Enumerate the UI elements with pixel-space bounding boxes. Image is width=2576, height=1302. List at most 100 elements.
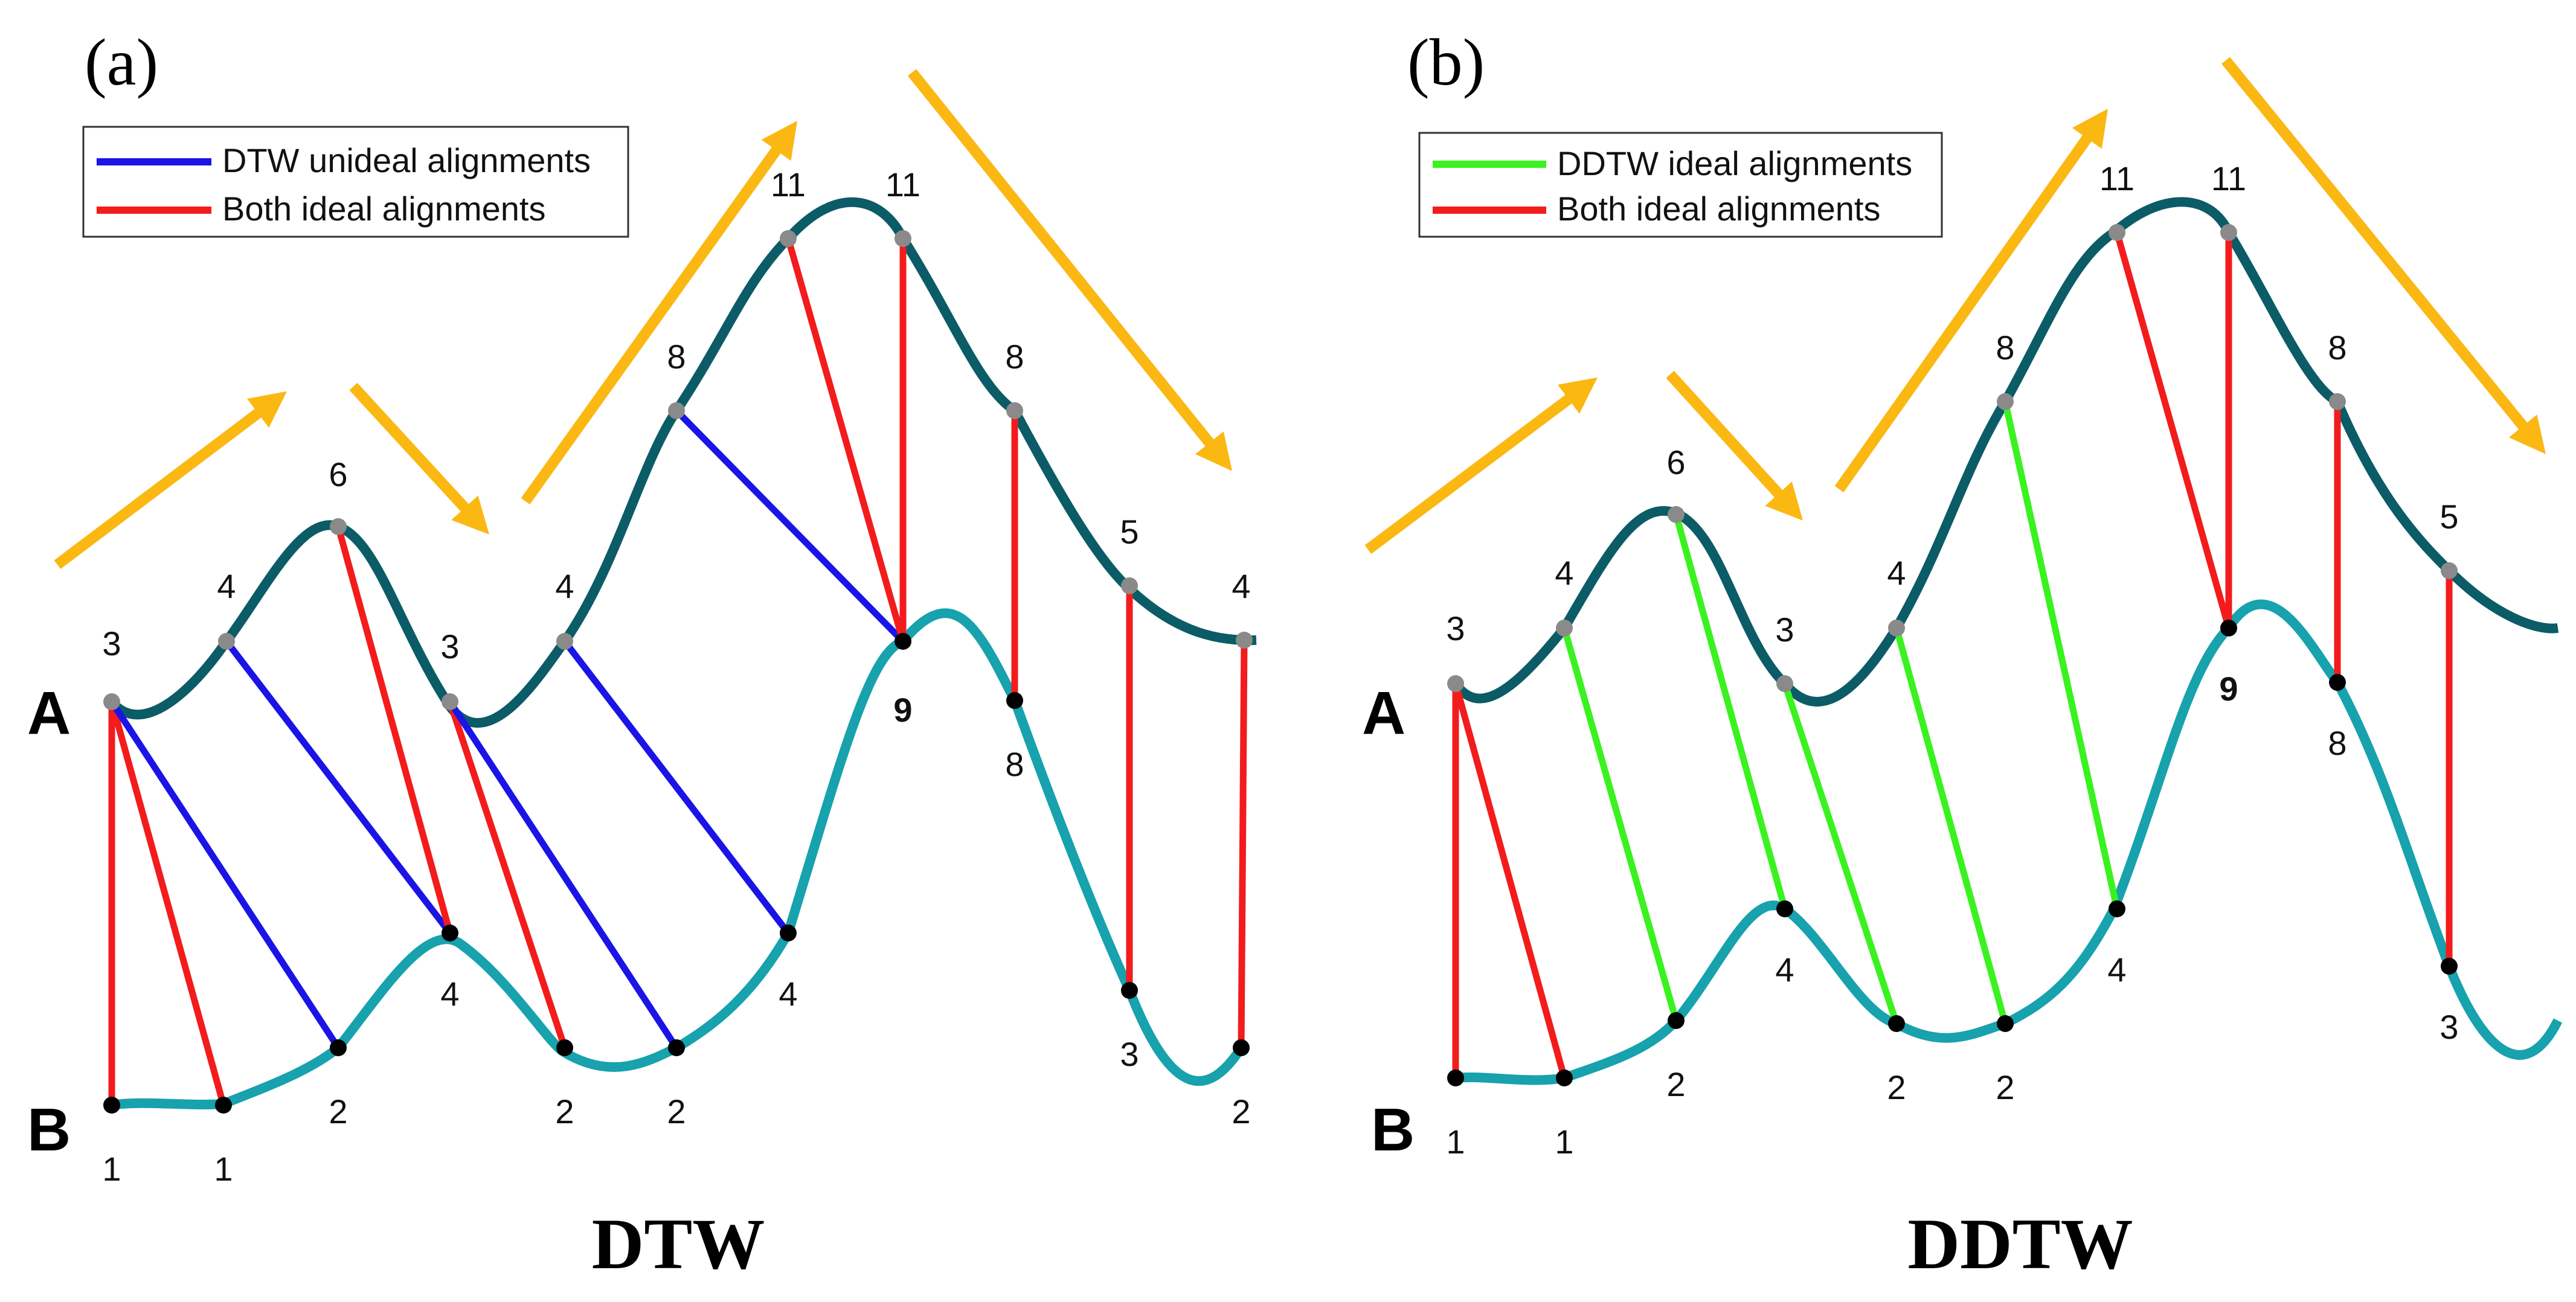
alignment-line-green [1672, 513, 1788, 910]
series-a-point [1997, 393, 2014, 410]
series-b-value-labels: 1 1 2 4 2 2 4 9 8 3 2 [102, 691, 1250, 1188]
series-a-point [103, 693, 120, 710]
alignment-line-red [446, 701, 568, 1049]
series-a-value: 3 [1446, 609, 1465, 647]
series-b-value: 1 [102, 1150, 121, 1188]
series-a-point [442, 693, 458, 710]
series-b-value: 2 [1996, 1068, 2014, 1106]
trend-arrows-b [1364, 57, 2546, 554]
series-b-value-labels: 1 1 2 4 2 2 4 9 8 3 [1446, 670, 2458, 1161]
series-a-value: 3 [1775, 611, 1794, 649]
series-a-point [1668, 506, 1685, 523]
series-b-value: 3 [1120, 1035, 1139, 1073]
series-b-point [1447, 1070, 1464, 1086]
series-b-point [2220, 620, 2237, 637]
series-b-name: B [1371, 1096, 1415, 1164]
series-b-value: 2 [329, 1092, 347, 1130]
legend-a-item-blue: DTW unideal alignments [222, 141, 591, 179]
series-b-value: 4 [440, 975, 459, 1013]
series-b-points [103, 633, 1250, 1114]
series-a-point [668, 402, 685, 419]
arrowhead [1558, 377, 1598, 414]
series-a-value: 11 [771, 165, 806, 204]
series-b-value: 4 [779, 975, 797, 1013]
series-b-value: 1 [1555, 1123, 1573, 1161]
series-a-value: 11 [2099, 159, 2134, 197]
series-b-points [1447, 620, 2458, 1086]
trend-arrow-up [54, 394, 281, 569]
series-a-point [2441, 562, 2458, 579]
alignment-line-blue [223, 639, 453, 935]
alignment-lines-b [1452, 231, 2453, 1079]
series-a-value: 4 [1232, 567, 1250, 605]
series-a-value: 4 [555, 567, 574, 605]
trend-arrow-down [907, 69, 1229, 466]
series-a-value: 4 [1887, 554, 1906, 592]
series-a-point [1556, 620, 1573, 637]
series-b-value: 1 [1446, 1123, 1465, 1161]
series-b-point [2329, 674, 2346, 691]
alignment-line-blue [562, 639, 791, 935]
alignment-line-green [1561, 627, 1680, 1022]
series-b-curve [111, 608, 1245, 1110]
series-a-value: 3 [102, 624, 121, 662]
legend-b: DDTW ideal alignments Both ideal alignme… [1418, 132, 1943, 238]
series-b-point [442, 925, 458, 941]
panel-b-title: DDTW [1907, 1204, 2133, 1284]
series-b-point [2441, 958, 2458, 975]
alignment-line-red [785, 237, 907, 643]
series-a-value: 6 [1666, 443, 1685, 481]
arrowhead [1765, 481, 1803, 521]
trend-arrow-down [2221, 57, 2543, 449]
series-a-point [2220, 224, 2237, 241]
panel-dtw: (a) DTW unideal alignments Both ideal al… [27, 25, 1257, 1284]
alignment-line-blue [674, 408, 905, 644]
alignment-line-red [335, 525, 454, 934]
series-b-point [1121, 982, 1138, 999]
series-a-value: 4 [217, 567, 236, 605]
legend-a-item-red: Both ideal alignments [222, 190, 545, 228]
panel-a-letter: (a) [85, 25, 158, 99]
series-b-point [1006, 692, 1023, 709]
series-b-value: 9 [893, 691, 912, 729]
alignment-line-green [1781, 682, 1900, 1025]
series-a-value: 8 [2328, 329, 2346, 367]
alignment-line-blue [109, 699, 341, 1050]
series-a-point [1776, 675, 1793, 692]
alignment-lines-a [108, 237, 1248, 1106]
arrowhead [2508, 414, 2546, 454]
series-a-point [1121, 577, 1138, 594]
alignment-line-red [108, 701, 227, 1106]
series-b-point [1776, 900, 1793, 917]
series-a-point [1888, 620, 1905, 637]
series-b-point [1888, 1015, 1905, 1032]
trend-arrow-down [1666, 370, 1799, 516]
series-b-point [1668, 1012, 1685, 1029]
series-b-point [780, 925, 797, 941]
series-b-point [1556, 1070, 1573, 1086]
series-b-point [895, 633, 911, 650]
series-b-value: 2 [1232, 1092, 1250, 1130]
legend-b-item-red: Both ideal alignments [1557, 190, 1880, 228]
series-a-point [1236, 632, 1253, 649]
series-b-point [1997, 1015, 2014, 1032]
series-a-value: 8 [667, 338, 686, 376]
alignment-line-green [1893, 627, 2009, 1025]
arrowhead [1195, 431, 1232, 471]
series-a-name: A [1362, 679, 1405, 747]
series-a-value: 11 [885, 165, 920, 204]
series-a-point [1006, 402, 1023, 419]
series-a-curve [108, 197, 1257, 728]
series-b-point [103, 1097, 120, 1114]
legend-a: DTW unideal alignments Both ideal alignm… [82, 126, 629, 238]
series-a-value: 6 [329, 455, 347, 493]
legend-b-box [1418, 132, 1943, 238]
series-b-value: 2 [555, 1092, 574, 1130]
series-a-value: 4 [1555, 554, 1573, 592]
series-b-point [330, 1039, 347, 1056]
series-a-value: 8 [1996, 329, 2014, 367]
panel-b-letter: (b) [1407, 25, 1485, 99]
series-a-point [1447, 675, 1464, 692]
series-b-point [215, 1097, 232, 1114]
